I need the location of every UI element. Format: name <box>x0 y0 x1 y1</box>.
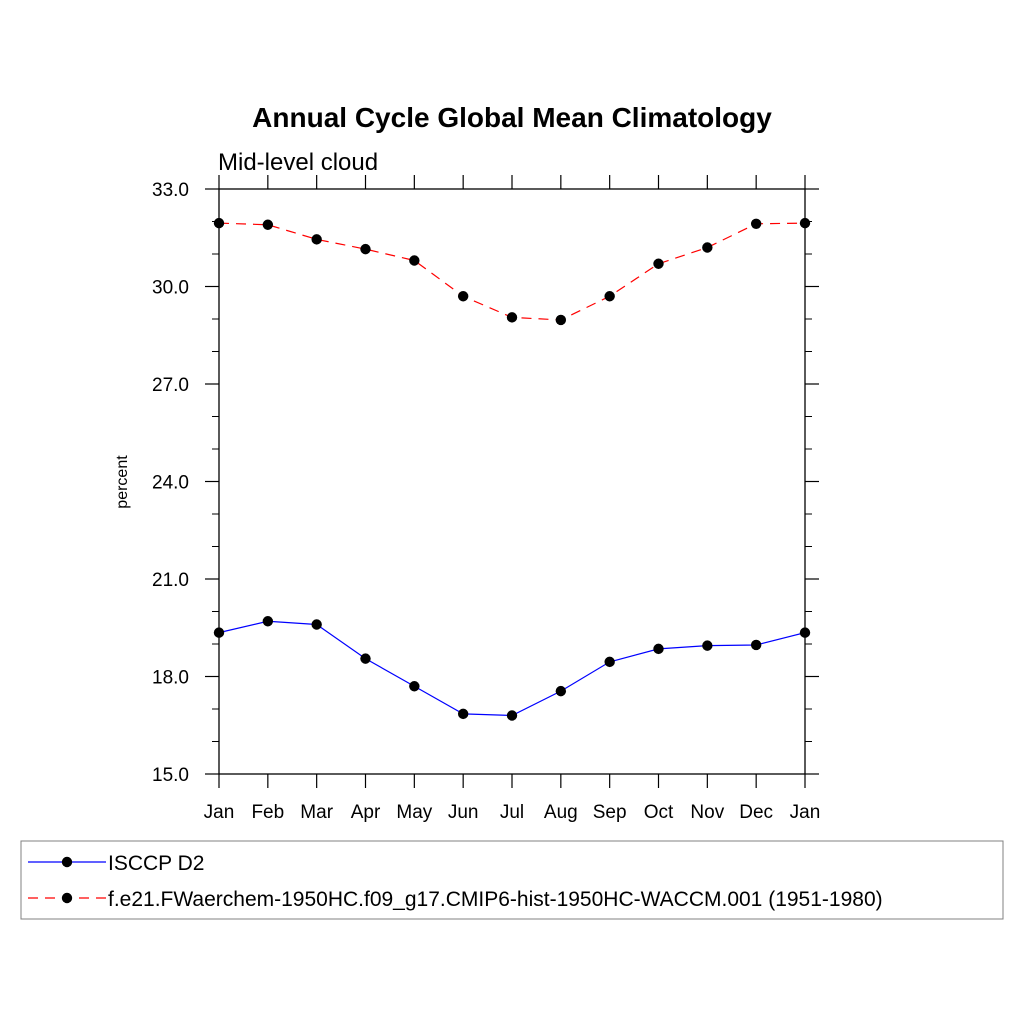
x-tick-label: Jul <box>500 802 524 823</box>
plot-frame <box>218 188 806 775</box>
series-1-point <box>213 627 225 638</box>
series-2-point <box>457 291 469 302</box>
series-2-point <box>750 218 762 229</box>
legend-marker-2 <box>61 892 73 904</box>
series-2-point <box>653 258 664 269</box>
x-tick-label: Jan <box>790 802 821 823</box>
x-tick-label: May <box>396 802 432 823</box>
chart-subtitle: Mid-level cloud <box>218 149 378 176</box>
series-1-point <box>555 685 567 697</box>
x-tick-label: Mar <box>300 802 333 823</box>
series-1-point <box>311 619 322 630</box>
series-1-point <box>702 640 713 651</box>
series-2-point <box>213 217 225 229</box>
y-tick-label: 15.0 <box>152 765 189 786</box>
x-tick-label: Dec <box>739 802 773 823</box>
axis-ticks <box>205 175 819 788</box>
chart-title: Annual Cycle Global Mean Climatology <box>252 102 772 133</box>
legend-marker-1 <box>61 856 73 868</box>
legend-box <box>20 840 1004 920</box>
series-2-point <box>262 219 274 230</box>
series-1-point <box>799 627 811 638</box>
x-tick-label: Nov <box>690 802 724 823</box>
series-2-point <box>409 255 420 266</box>
y-tick-label: 18.0 <box>152 668 189 689</box>
x-tick-label: Jun <box>448 802 479 823</box>
series-1-point <box>653 643 664 655</box>
series-1-point <box>750 639 762 651</box>
series-2-point <box>506 312 518 323</box>
x-tick-label: Sep <box>593 802 627 823</box>
x-tick-labels: Jan Feb Mar Apr May Jun Jul Aug Sep Oct Nov Dec Jan <box>204 802 821 823</box>
y-tick-label: 33.0 <box>152 180 189 201</box>
x-tick-label: Aug <box>544 802 578 823</box>
series-line-1 <box>218 620 806 717</box>
y-axis-label: percent <box>114 455 131 509</box>
legend: ISCCP D2 f.e21.FWaerchem-1950HC.f09_g17.C… <box>28 852 883 911</box>
series-2-point <box>702 242 713 253</box>
y-tick-label: 21.0 <box>152 570 189 591</box>
series-1-point <box>360 653 371 664</box>
series-2-point <box>360 243 371 255</box>
series-1-point <box>506 710 518 721</box>
legend-label-1: ISCCP D2 <box>108 852 204 875</box>
series-2-point <box>604 291 615 302</box>
series-line-2 <box>218 222 806 321</box>
series-2-point <box>311 234 322 245</box>
y-tick-label: 27.0 <box>152 375 189 396</box>
series-2-point <box>555 314 567 326</box>
series-1-point <box>457 708 469 720</box>
y-tick-label: 30.0 <box>152 278 189 299</box>
x-tick-label: Oct <box>644 802 674 823</box>
series-1-point <box>604 656 615 668</box>
legend-label-2: f.e21.FWaerchem-1950HC.f09_g17.CMIP6-his… <box>108 888 883 911</box>
series-2-point <box>799 217 811 229</box>
series-group <box>213 217 811 721</box>
y-tick-labels: 15.0 18.0 21.0 24.0 27.0 30.0 33.0 <box>152 180 189 786</box>
y-tick-label: 24.0 <box>152 473 189 494</box>
x-tick-label: Apr <box>351 802 381 823</box>
x-tick-label: Feb <box>251 802 284 823</box>
series-1-point <box>262 616 274 627</box>
series-1-point <box>409 681 420 692</box>
x-tick-label: Jan <box>204 802 235 823</box>
